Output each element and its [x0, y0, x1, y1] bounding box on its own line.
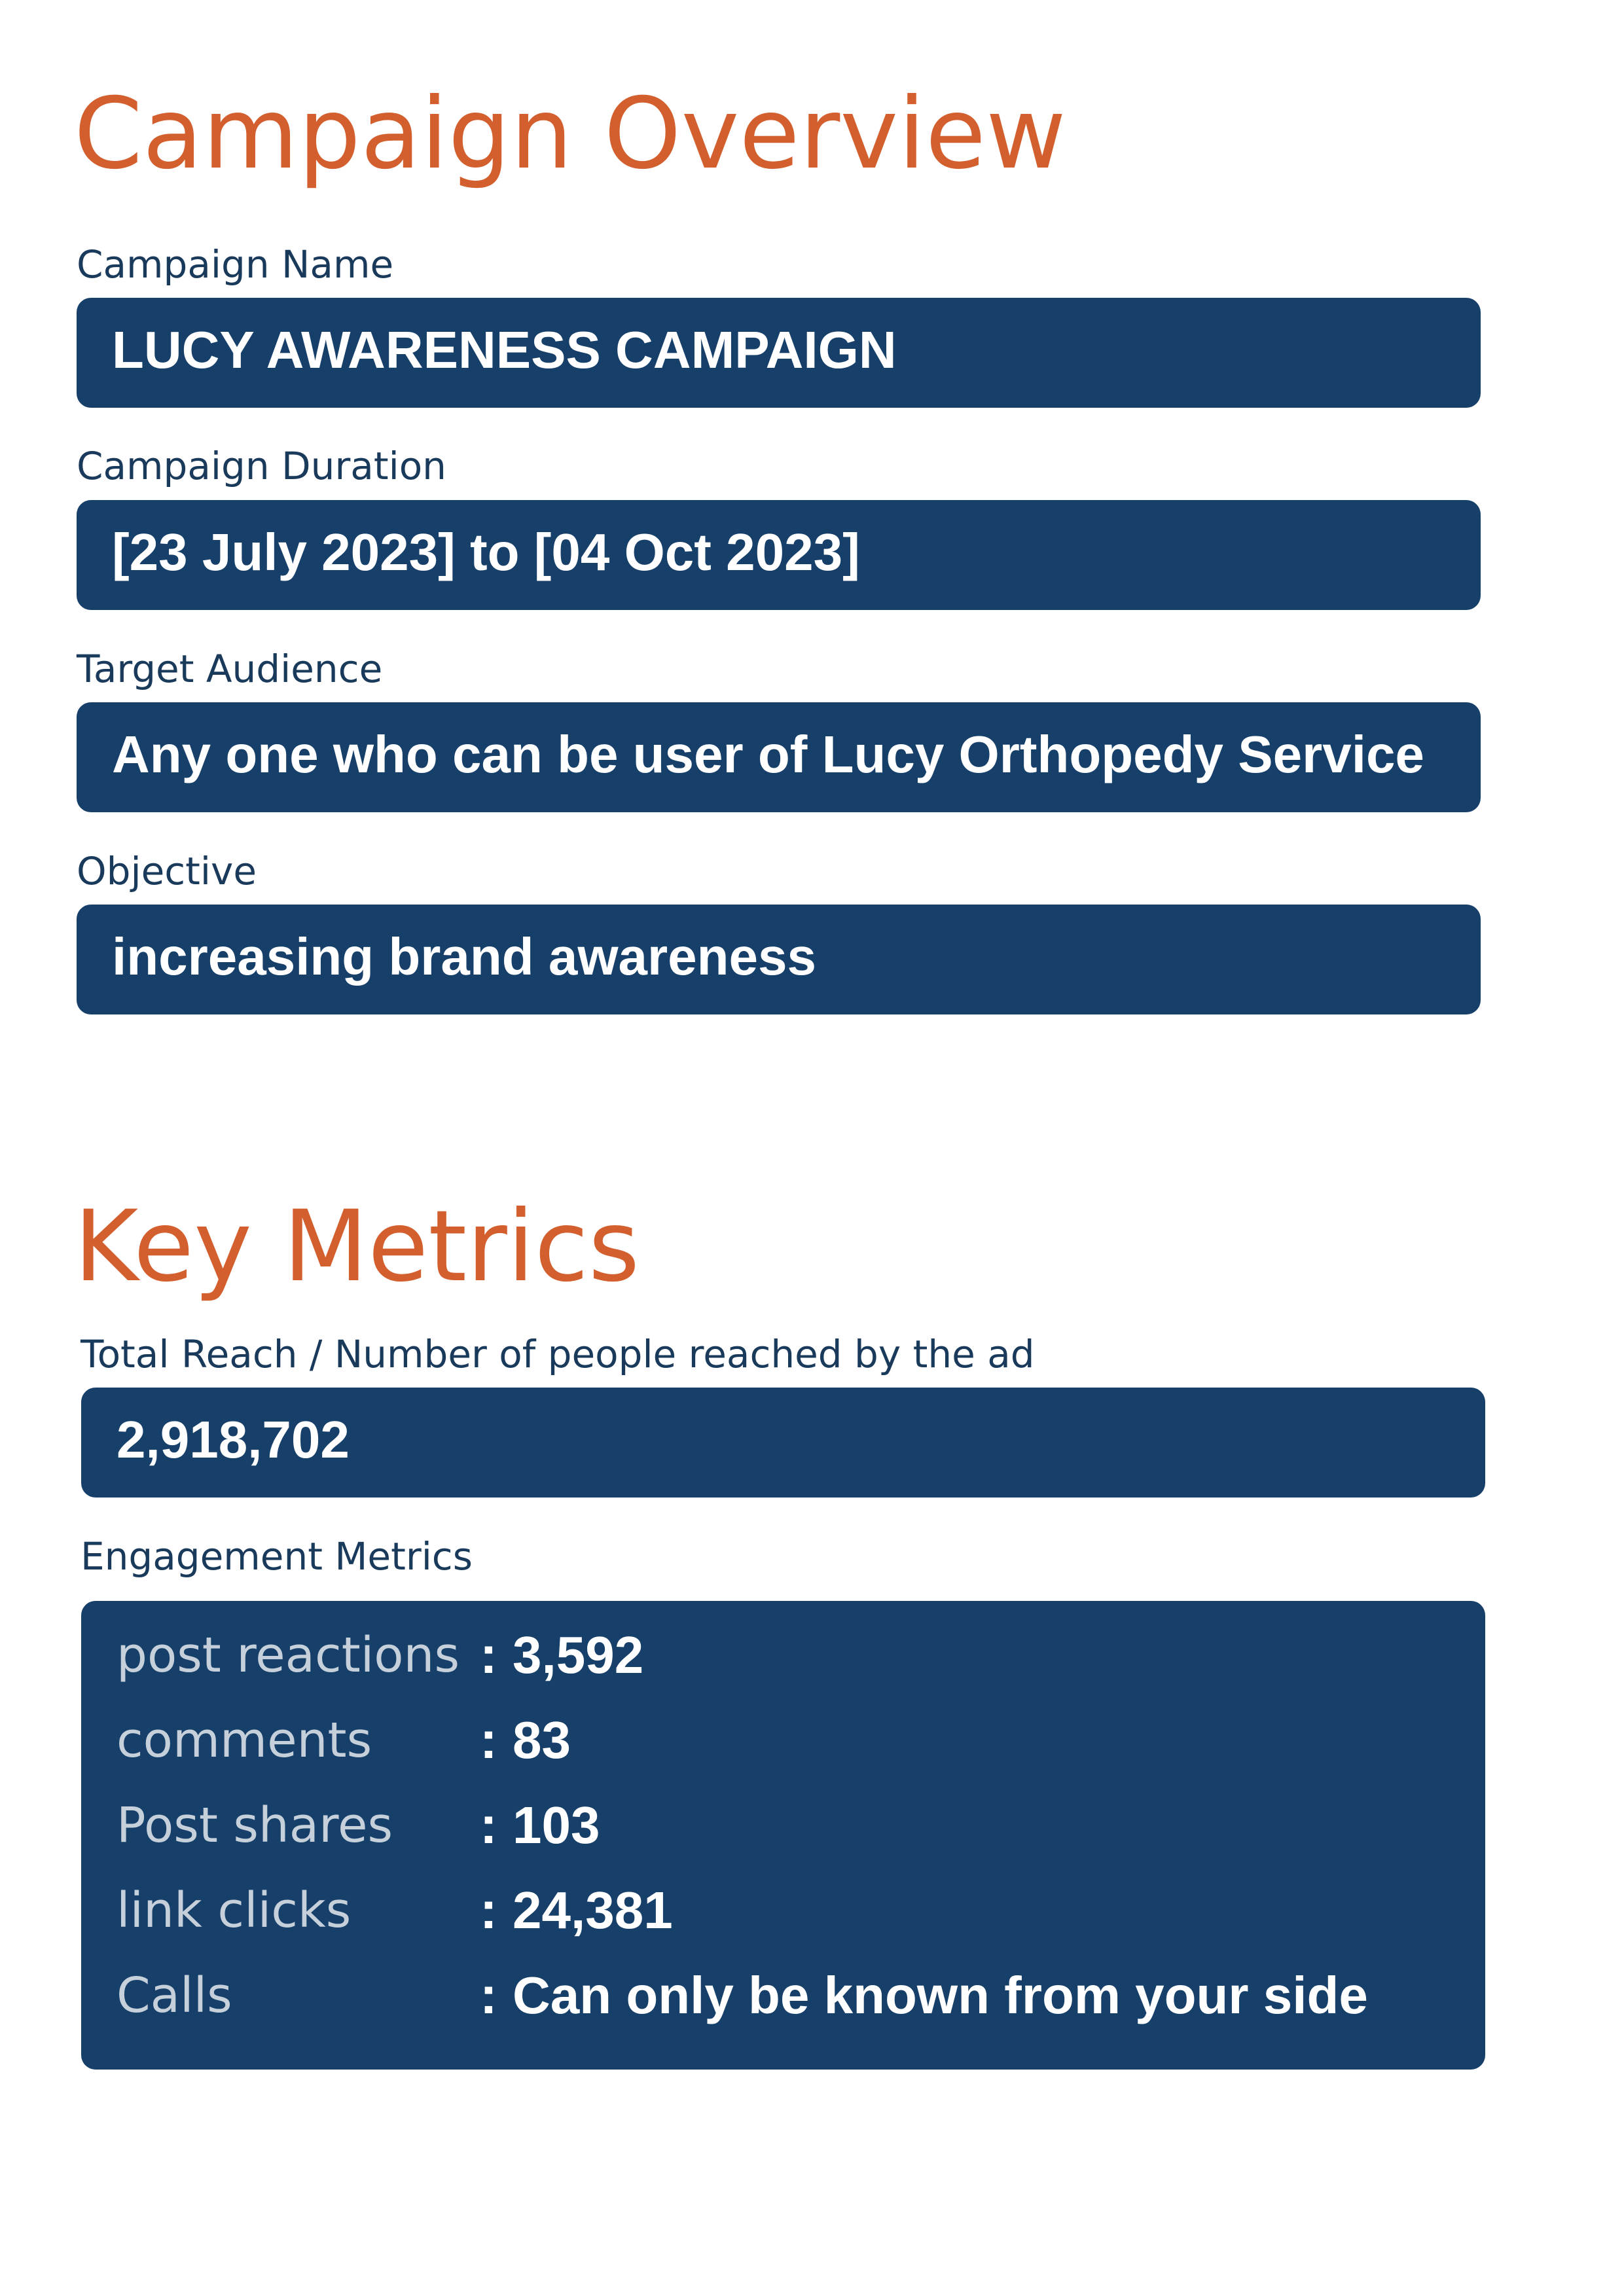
metric-value: 103 [513, 1796, 600, 1854]
objective-field: increasing brand awareness [77, 905, 1481, 1014]
target-audience-value: Any one who can be user of Lucy Orthoped… [112, 725, 1424, 783]
engagement-metrics-panel: post reactions : 3,592 comments : 83 Pos… [81, 1601, 1485, 2070]
metric-value: 3,592 [513, 1626, 644, 1684]
metric-label: link clicks [117, 1882, 352, 1939]
metric-separator: : [480, 1711, 497, 1769]
metric-row-post-reactions: post reactions : 3,592 [117, 1613, 1485, 1698]
metric-row-link-clicks: link clicks : 24,381 [117, 1868, 1485, 1953]
metric-label: post reactions [117, 1627, 460, 1683]
campaign-duration-field: [23 July 2023] to [04 Oct 2023] [77, 500, 1481, 610]
metric-row-comments: comments : 83 [117, 1698, 1485, 1783]
campaign-name-field: LUCY AWARENESS CAMPAIGN [77, 298, 1481, 408]
objective-value: increasing brand awareness [112, 927, 817, 986]
target-audience-label: Target Audience [77, 647, 383, 691]
total-reach-label: Total Reach / Number of people reached b… [81, 1332, 1035, 1376]
total-reach-value: 2,918,702 [117, 1410, 350, 1469]
metric-label: Calls [117, 1967, 232, 2024]
objective-label: Objective [77, 849, 257, 893]
metric-value: 83 [513, 1711, 571, 1769]
metric-separator: : [480, 1966, 497, 2024]
campaign-name-value: LUCY AWARENESS CAMPAIGN [112, 321, 897, 379]
metric-value: 24,381 [513, 1881, 673, 1939]
metric-separator: : [480, 1881, 497, 1939]
metric-separator: : [480, 1796, 497, 1854]
metric-separator: : [480, 1626, 497, 1684]
campaign-name-label: Campaign Name [77, 242, 394, 287]
total-reach-field: 2,918,702 [81, 1388, 1485, 1498]
campaign-overview-title: Campaign Overview [74, 77, 1066, 191]
metric-value: Can only be known from your side [513, 1966, 1368, 2024]
metric-label: Post shares [117, 1797, 393, 1854]
key-metrics-title: Key Metrics [74, 1190, 640, 1304]
metric-label: comments [117, 1712, 372, 1768]
engagement-metrics-label: Engagement Metrics [81, 1534, 473, 1579]
metric-row-post-shares: Post shares : 103 [117, 1783, 1485, 1868]
metric-row-calls: Calls : Can only be known from your side [117, 1953, 1485, 2038]
campaign-duration-label: Campaign Duration [77, 444, 446, 488]
campaign-duration-value: [23 July 2023] to [04 Oct 2023] [112, 523, 860, 581]
target-audience-field: Any one who can be user of Lucy Orthoped… [77, 702, 1481, 812]
